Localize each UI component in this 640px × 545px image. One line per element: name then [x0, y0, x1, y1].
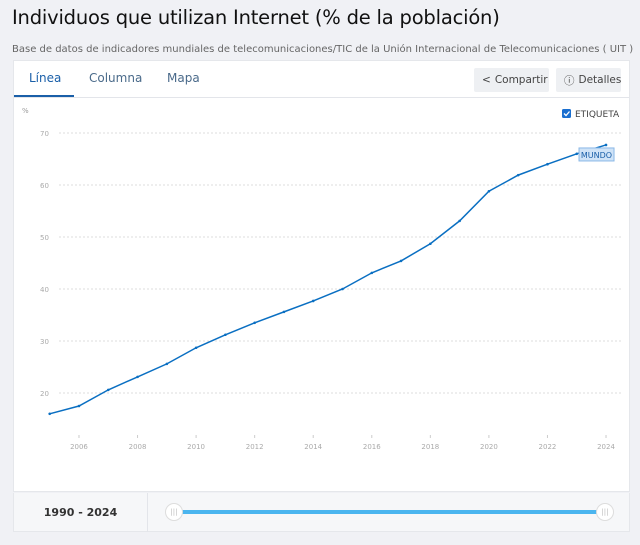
x-tick-label: 2010 — [187, 443, 205, 451]
x-tick-label: 2014 — [304, 443, 322, 451]
source-text: Base de datos de indicadores mundiales d… — [12, 44, 634, 55]
series-line-mundo — [49, 144, 607, 415]
data-point — [370, 271, 374, 275]
tab-column[interactable]: Columna — [89, 71, 143, 85]
details-button[interactable]: ⓘ Detalles — [556, 68, 621, 92]
x-tick-label: 2006 — [70, 443, 88, 451]
y-tick-label: 30 — [40, 338, 49, 346]
x-tick-label: 2022 — [539, 443, 557, 451]
tab-map[interactable]: Mapa — [167, 71, 200, 85]
data-point — [341, 287, 344, 291]
data-point — [106, 388, 110, 392]
data-point — [311, 299, 315, 303]
page-title: Individuos que utilizan Internet (% de l… — [12, 6, 500, 29]
share-label: Compartir — [494, 74, 548, 86]
y-tick-label: 70 — [40, 130, 49, 138]
series-label-box — [578, 147, 615, 162]
x-tick-label: 2008 — [129, 443, 147, 451]
tab-bar: Línea Columna Mapa < Compartir ⓘ Detalle… — [14, 61, 629, 98]
range-slider-start-handle[interactable]: ||| — [165, 503, 183, 521]
chart-card: Línea Columna Mapa < Compartir ⓘ Detalle… — [13, 60, 630, 492]
x-tick-label: 2016 — [363, 443, 381, 451]
range-label: 1990 - 2024 — [14, 493, 148, 532]
data-point — [458, 219, 461, 223]
data-point — [546, 162, 549, 166]
data-point — [429, 242, 432, 246]
range-footer: 1990 - 2024 ||| ||| — [13, 493, 630, 532]
share-button[interactable]: < Compartir — [474, 68, 549, 92]
x-tick-label: 2024 — [597, 443, 615, 451]
data-point — [48, 412, 51, 416]
etiqueta-checkbox — [562, 109, 571, 118]
series-label: MUNDO — [581, 151, 612, 160]
info-icon: ⓘ — [564, 74, 575, 87]
data-point — [136, 375, 139, 379]
details-label: Detalles — [578, 74, 622, 86]
data-point — [194, 346, 198, 350]
tab-line[interactable]: Línea — [29, 71, 62, 85]
checkmark-icon — [563, 111, 570, 117]
data-point — [399, 259, 403, 263]
y-tick-label: 60 — [40, 182, 49, 190]
data-point — [487, 189, 491, 193]
share-icon: < — [482, 74, 491, 86]
data-point — [77, 404, 81, 408]
data-point — [224, 333, 227, 337]
data-point — [575, 152, 579, 156]
x-tick-label: 2020 — [480, 443, 498, 451]
y-tick-label: 50 — [40, 234, 49, 242]
etiqueta-label[interactable]: ETIQUETA — [575, 110, 620, 120]
y-axis-label: % — [22, 107, 29, 115]
data-point — [253, 321, 256, 325]
data-point — [282, 310, 286, 314]
data-point — [604, 143, 608, 147]
data-point — [165, 362, 169, 366]
y-tick-label: 40 — [40, 286, 49, 294]
x-tick-label: 2018 — [421, 443, 439, 451]
range-slider-end-handle[interactable]: ||| — [596, 503, 614, 521]
line-chart: % 20 30 40 50 60 70 2006 2008 2010 2012 2014 2016 201… — [22, 107, 621, 451]
x-tick-label: 2012 — [246, 443, 264, 451]
data-point — [516, 173, 520, 177]
active-tab-indicator — [14, 95, 74, 97]
y-tick-label: 20 — [40, 390, 49, 398]
range-slider-track[interactable] — [174, 510, 606, 514]
